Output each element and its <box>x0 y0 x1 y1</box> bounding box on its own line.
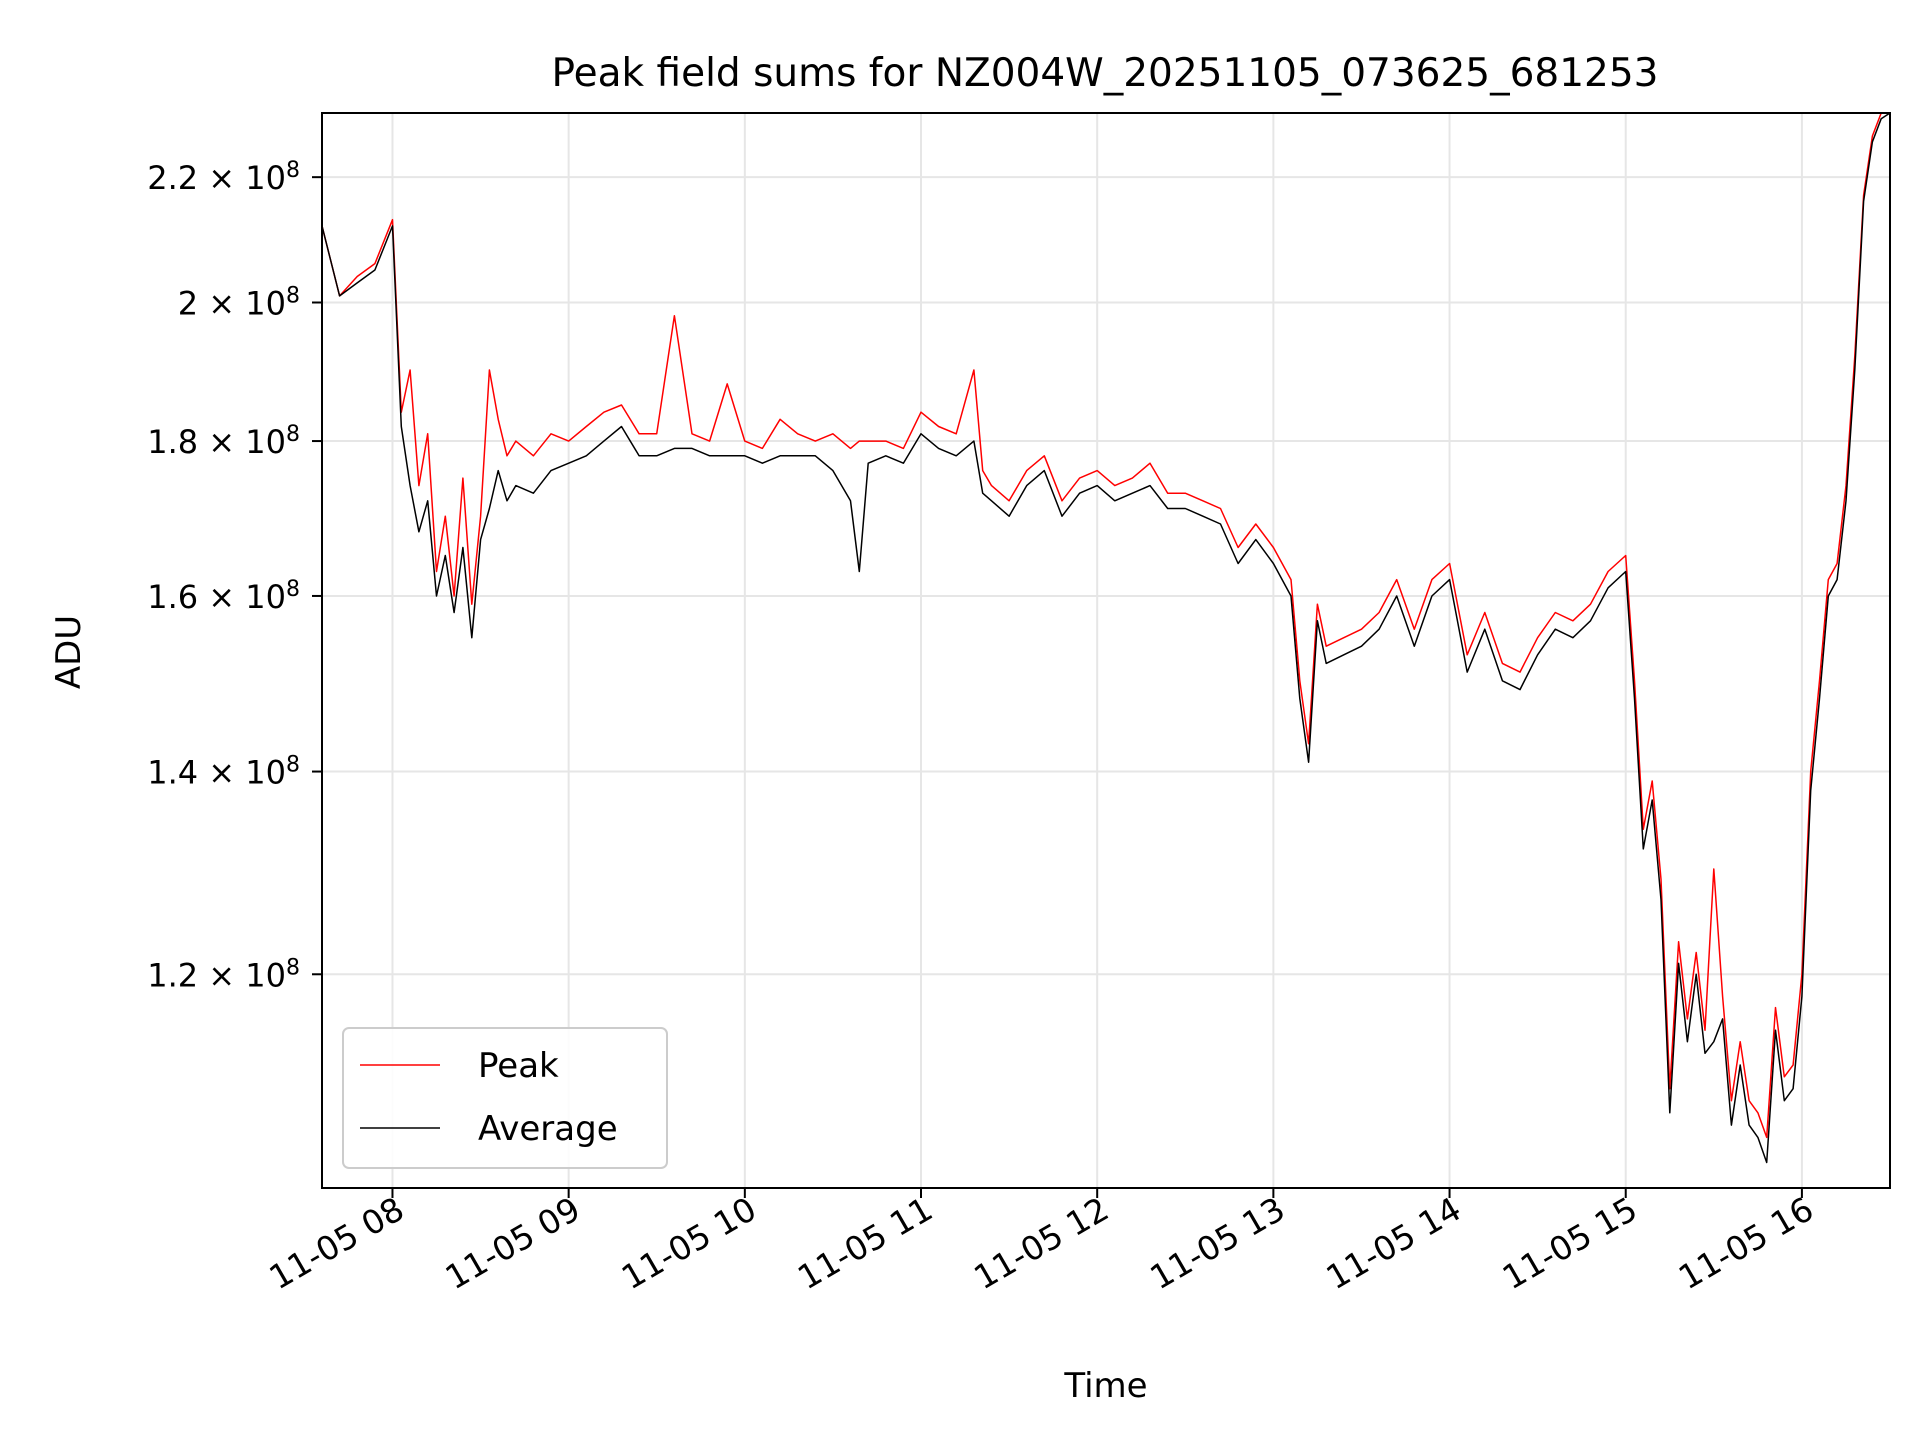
legend-box <box>342 1027 668 1169</box>
legend: Peak Average <box>342 1027 668 1169</box>
x-tick-label-7: 11-05 15 <box>1496 1189 1644 1297</box>
y-tick-label-0: 1.2 × 108 <box>147 955 300 995</box>
chart-title: Peak field sums for NZ004W_20251105_0736… <box>552 51 1659 96</box>
plot-frame <box>321 112 1891 1189</box>
legend-label-average: Average <box>478 1109 618 1149</box>
x-tick-label-4: 11-05 12 <box>967 1189 1115 1297</box>
y-tick-label-4: 2 × 108 <box>178 283 300 323</box>
x-tick-label-8: 11-05 16 <box>1672 1189 1820 1297</box>
y-tick-label-3: 1.8 × 108 <box>147 422 300 462</box>
x-tick-label-5: 11-05 13 <box>1143 1189 1291 1297</box>
x-tick-label-0: 11-05 08 <box>262 1189 410 1297</box>
series-lines <box>322 113 1890 1164</box>
y-axis-label: ADU <box>49 615 89 689</box>
x-axis: 11-05 08 11-05 09 11-05 10 11-05 11 11-05 12… <box>262 1188 1820 1297</box>
series-line-average <box>322 113 1890 1164</box>
x-tick-label-3: 11-05 11 <box>791 1189 939 1297</box>
x-tick-label-1: 11-05 09 <box>439 1189 587 1297</box>
x-tick-label-6: 11-05 14 <box>1320 1189 1468 1297</box>
grid-lines <box>322 113 1890 1188</box>
y-axis: 1.2 × 108 1.4 × 108 1.6 × 108 1.8 × 108 2 × … <box>147 158 322 995</box>
x-tick-label-2: 11-05 10 <box>615 1189 763 1297</box>
y-tick-label-5: 2.2 × 108 <box>147 158 300 198</box>
y-tick-label-1: 1.4 × 108 <box>147 752 300 792</box>
legend-label-peak: Peak <box>478 1046 559 1086</box>
series-line-peak <box>322 113 1890 1139</box>
y-tick-label-2: 1.6 × 108 <box>147 576 300 616</box>
x-axis-label: Time <box>1063 1366 1147 1406</box>
